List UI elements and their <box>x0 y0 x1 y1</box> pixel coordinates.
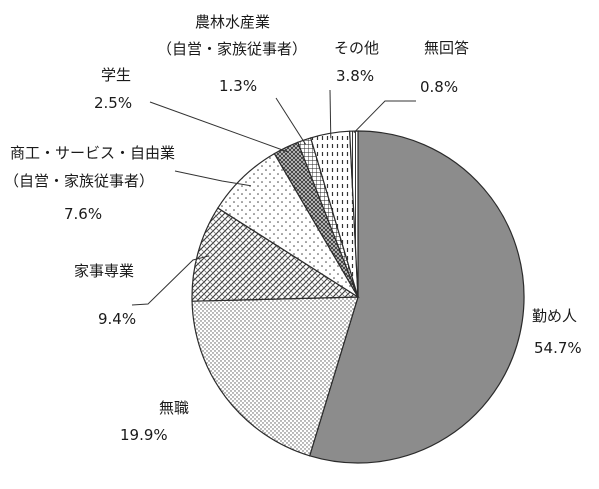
slice-label-agriculture-line1: 農林水産業 <box>195 13 270 31</box>
slice-label-student: 学生 <box>101 66 131 84</box>
slice-value-other: 3.8% <box>336 67 374 85</box>
pie-slice-homemaker <box>191 207 360 302</box>
leader-line-other <box>329 89 332 139</box>
leader-line-student <box>149 101 289 153</box>
leader-line-agriculture <box>275 97 307 145</box>
slice-value-commerce: 7.6% <box>64 205 102 223</box>
pie-slice-unemployed <box>191 296 359 457</box>
slice-label-employee: 勤め人 <box>532 307 577 325</box>
leader-lines <box>131 89 416 306</box>
slice-label-agriculture-line2: （自営・家族従事者） <box>157 40 307 58</box>
slice-label-no-answer: 無回答 <box>424 39 469 57</box>
slice-label-commerce-line1: 商工・サービス・自由業 <box>10 144 175 162</box>
leader-line-no-answer <box>353 100 416 134</box>
slice-value-employee: 54.7% <box>534 339 582 357</box>
slice-value-student: 2.5% <box>94 94 132 112</box>
leader-line-homemaker <box>131 255 210 306</box>
slice-label-homemaker: 家事専業 <box>74 262 134 280</box>
pie-slices <box>191 130 525 464</box>
slice-value-unemployed: 19.9% <box>120 426 168 444</box>
slice-value-agriculture: 1.3% <box>219 77 257 95</box>
slice-value-homemaker: 9.4% <box>98 310 136 328</box>
pie-slice-employee <box>308 130 525 464</box>
slice-value-no-answer: 0.8% <box>420 78 458 96</box>
slice-label-commerce-line2: （自営・家族従事者） <box>4 172 154 190</box>
pie-slice-no-answer <box>349 130 359 298</box>
slice-label-unemployed: 無職 <box>159 399 189 417</box>
leader-line-commerce <box>174 170 251 187</box>
slice-label-other: その他 <box>334 39 379 57</box>
